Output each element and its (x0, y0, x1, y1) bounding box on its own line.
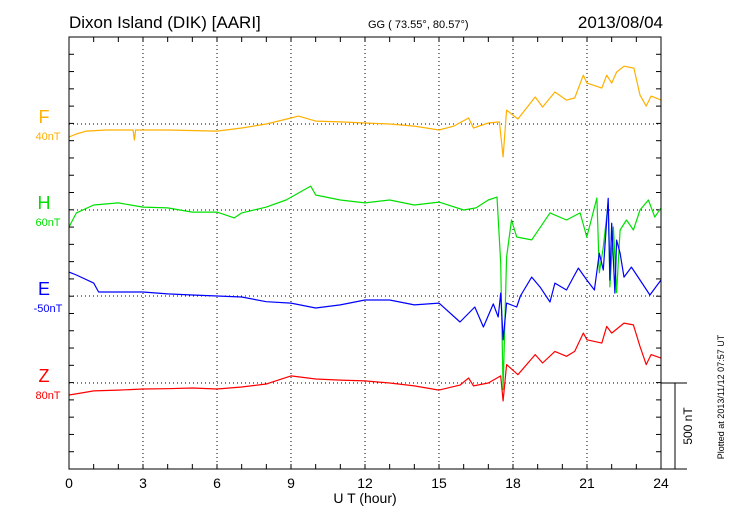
station-title: Dixon Island (DIK) [AARI] (69, 13, 261, 32)
x-tick-label: 6 (213, 475, 221, 491)
series-line-e (68, 197, 662, 341)
x-tick-label: 0 (65, 475, 73, 491)
component-labels: F 40nT H 60nT E -50nT Z 80nT (34, 107, 63, 402)
x-tick-label: 12 (357, 475, 373, 491)
date-label: 2013/08/04 (578, 13, 663, 32)
component-label-e: E (38, 279, 50, 299)
x-tick-label: 15 (431, 475, 447, 491)
x-axis-label: U T (hour) (333, 490, 396, 506)
series-group (68, 65, 662, 402)
x-tick-label: 3 (139, 475, 147, 491)
series-line-f (68, 65, 662, 158)
component-label-h: H (38, 193, 51, 213)
baseline-label-f: 40nT (35, 131, 60, 143)
baseline-label-h: 60nT (35, 217, 60, 229)
x-tick-label: 24 (653, 475, 669, 491)
x-tick-label: 18 (505, 475, 521, 491)
series-line-h (68, 185, 662, 391)
component-label-f: F (39, 107, 50, 127)
scale-bar-label: 500 nT (681, 407, 695, 445)
axis-ticks (69, 37, 661, 469)
scale-bar: 500 nT (661, 382, 695, 470)
x-tick-labels: 0 3 6 9 12 15 18 21 24 (65, 475, 669, 491)
plot-frame (68, 36, 662, 470)
grid (69, 37, 661, 469)
plotted-timestamp: Plotted at 2013/11/12 07:57 UT (716, 334, 726, 459)
x-tick-label: 9 (287, 475, 295, 491)
baseline-label-z: 80nT (35, 390, 60, 402)
series-line-z (68, 322, 662, 402)
baseline-label-e: -50nT (34, 303, 63, 315)
component-label-z: Z (39, 366, 50, 386)
x-tick-label: 21 (579, 475, 595, 491)
geo-coordinates: GG ( 73.55°, 80.57°) (368, 19, 469, 31)
